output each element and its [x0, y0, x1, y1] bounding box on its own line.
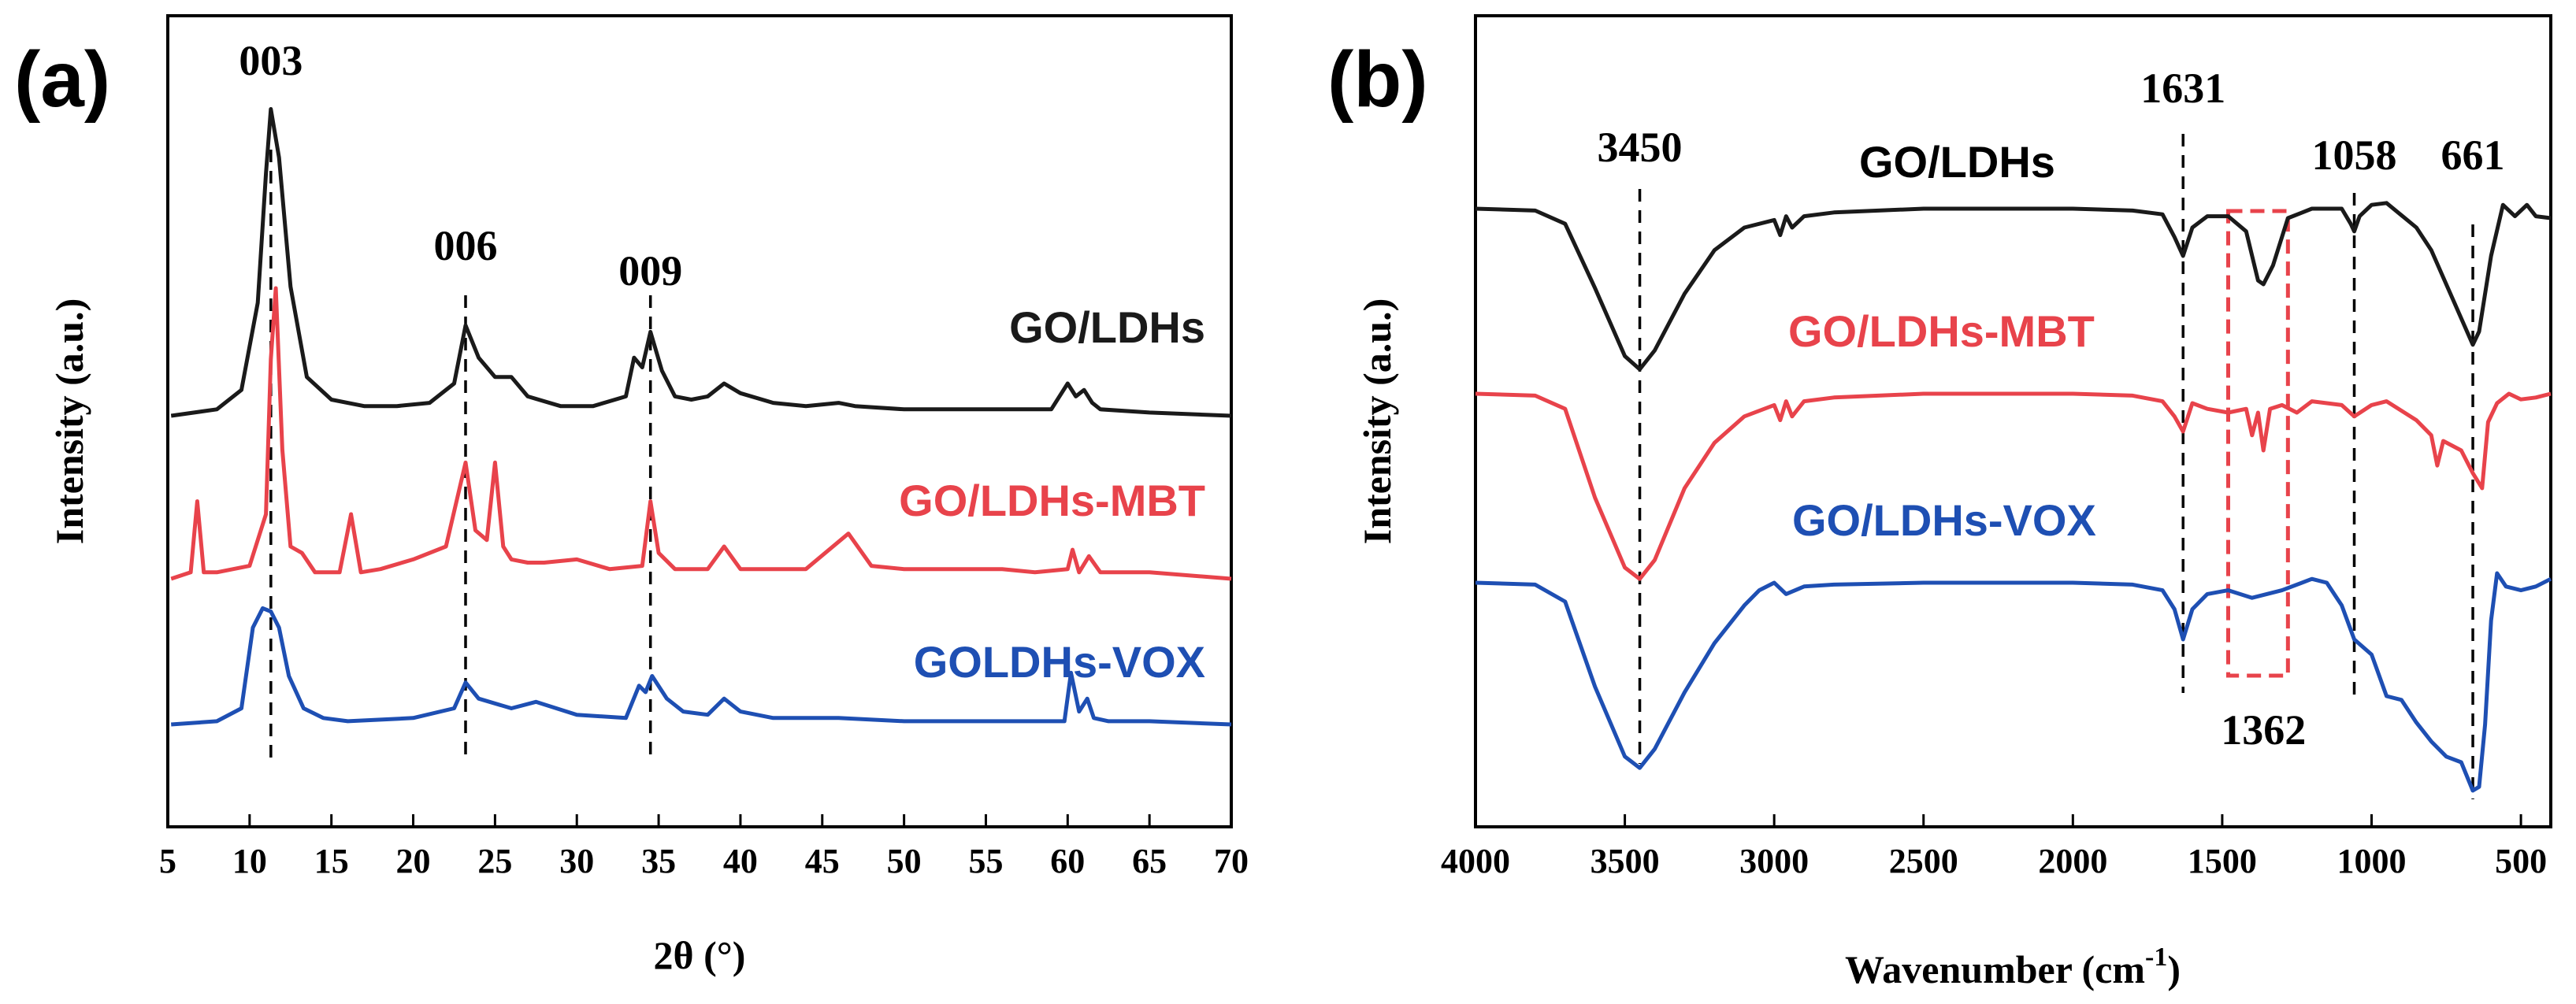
panel-a-annotation-009: 009: [618, 247, 682, 295]
panel-a-annotation-006: 006: [434, 222, 498, 269]
panel-b-x-tick-label: 3500: [1591, 842, 1660, 880]
panel-a-series-label-go-ldhs: GO/LDHs: [1009, 302, 1205, 352]
panel-b-x-tick-label: 3000: [1739, 842, 1809, 880]
panel-b-series-label-go-ldhs-mbt: GO/LDHs-MBT: [1788, 306, 2095, 356]
panel-b-annotation-661: 661: [2441, 132, 2505, 179]
panel-b-series-label-go-ldhs: GO/LDHs: [1859, 137, 2055, 187]
panel-b-series-go-ldhs-mbt-line: [1475, 391, 2552, 581]
panel-a-annotations: 003 006 009: [239, 37, 682, 295]
panel-a-x-tick-label: 30: [559, 842, 594, 880]
panel-a-x-tick-label: 50: [887, 842, 922, 880]
panel-b-series-go-ldhs-line: [1475, 201, 2552, 372]
panel-a-series-label-goldhs-vox: GOLDHs-VOX: [914, 637, 1205, 687]
panel-a-x-tick-label: 65: [1132, 842, 1167, 880]
panel-a-series-go-ldhs-line: [170, 107, 1232, 418]
panel-b-x-tick-label: 1500: [2188, 842, 2257, 880]
panel-a-series-go-ldhs-mbt-line: [170, 286, 1232, 581]
panel-a-x-tick-label: 20: [396, 842, 431, 880]
panel-a-x-tick-label: 35: [641, 842, 676, 880]
panel-b-annotations: 3450 1631 1058 661 1362: [1598, 65, 2505, 754]
panel-b-x-axis-title: Wavenumber (cm-1): [1845, 943, 2181, 991]
panel-b-curves: [1475, 201, 2552, 793]
panel-b-highlight-box: [2226, 209, 2290, 678]
panel-b: (b) 4000 3500 3000 2500 2000 1500 1000 500 3450…: [1327, 14, 2552, 991]
panel-a-x-tick-label: 70: [1214, 842, 1249, 880]
panel-a-x-ticks: 5 10 15 20 25 30 35 40 45 50 55 60 65 70: [159, 814, 1249, 880]
panel-b-x-tick-label: 4000: [1441, 842, 1510, 880]
panel-a-curves: [170, 107, 1232, 727]
panel-a-series-label-go-ldhs-mbt: GO/LDHs-MBT: [899, 476, 1205, 525]
panel-b-annotation-1631: 1631: [2140, 65, 2225, 112]
panel-b-x-ticks: 4000 3500 3000 2500 2000 1500 1000 500: [1441, 814, 2547, 880]
panel-a-x-tick-label: 45: [805, 842, 840, 880]
panel-a-x-tick-label: 60: [1050, 842, 1085, 880]
panel-a-label: (a): [14, 35, 110, 124]
panel-b-annotation-1362: 1362: [2221, 706, 2306, 754]
panel-b-reference-lines: [1638, 134, 2474, 799]
panel-a-frame: [166, 14, 1233, 828]
panel-a-x-tick-label: 55: [968, 842, 1003, 880]
panel-b-x-tick-label: 2000: [2038, 842, 2107, 880]
panel-b-label: (b): [1327, 35, 1428, 124]
panel-a-series-goldhs-vox-line: [171, 606, 1232, 727]
panel-b-annotation-1058: 1058: [2312, 132, 2397, 179]
panel-a: (a) 5 10 15 20 25 30 35 40 45 50 55 60 65 70 00300600…: [14, 14, 1249, 977]
panel-b-x-tick-label: 2500: [1889, 842, 1958, 880]
panel-b-series-go-ldhs-vox-line: [1475, 571, 2552, 793]
panel-a-y-axis-title: Intensity (a.u.): [47, 298, 91, 545]
panel-b-y-axis-title: Intensity (a.u.): [1355, 298, 1399, 545]
panel-a-x-tick-label: 5: [159, 842, 176, 880]
panel-a-x-tick-label: 40: [723, 842, 758, 880]
panel-b-series-label-go-ldhs-vox: GO/LDHs-VOX: [1792, 495, 2096, 545]
panel-b-x-tick-label: 500: [2495, 842, 2547, 880]
panel-b-frame: [1474, 14, 2552, 828]
panel-b-annotation-3450: 3450: [1598, 124, 1683, 171]
panel-a-x-tick-label: 10: [232, 842, 267, 880]
panel-a-x-tick-label: 25: [477, 842, 512, 880]
panel-a-x-tick-label: 15: [314, 842, 349, 880]
panel-b-x-tick-label: 1000: [2337, 842, 2407, 880]
panel-a-x-axis-title: 2θ (°): [654, 933, 746, 977]
panel-a-annotation-003: 003: [239, 37, 303, 84]
